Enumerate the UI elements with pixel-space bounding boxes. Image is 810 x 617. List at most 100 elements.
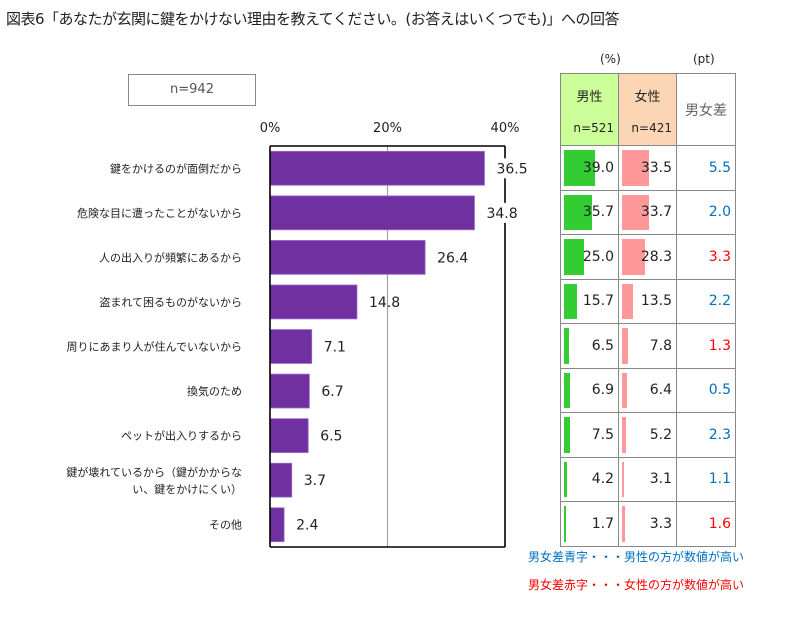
category-label: 鍵が壊れているから（鍵がかからな	[66, 465, 242, 479]
bar	[269, 507, 285, 543]
gender-comparison-table: 男性 n=521 女性 n=421 男女差 39.0 33.5 5.5 35.7 33.…	[560, 73, 736, 547]
unit-pt-label: (pt)	[693, 52, 715, 66]
diff-cell: 5.5	[676, 145, 736, 191]
male-value: 15.7	[582, 293, 614, 310]
male-value: 6.9	[591, 382, 614, 399]
female-mini-bar	[622, 150, 649, 186]
female-mini-bar	[622, 194, 649, 230]
male-header-label: 男性	[576, 90, 603, 105]
bar	[269, 373, 310, 409]
bar	[269, 329, 313, 364]
note-red: 男女差赤字・・・女性の方が数値が高い	[528, 578, 745, 592]
category-label: 人の出入りが頻繁にあるから	[99, 250, 242, 264]
x-tick-label: 40%	[491, 121, 520, 136]
diff-cell: 2.0	[676, 189, 736, 235]
male-value: 4.2	[591, 471, 614, 488]
female-value: 7.8	[649, 337, 672, 354]
female-cell: 3.1	[618, 456, 677, 502]
table-row: 4.2 3.1 1.1	[560, 456, 736, 502]
female-mini-bar	[622, 506, 625, 542]
female-cell: 13.5	[618, 278, 677, 324]
diff-header-label: 男女差	[685, 103, 727, 119]
bar-value-label: 6.7	[321, 384, 343, 400]
bar-chart: 0% 20% 40% 36.5 鍵をかけるのが面倒だから 34.8 危険な目に遭ったことがな…	[66, 121, 528, 548]
diff-value: 0.5	[708, 382, 731, 399]
diff-value: 1.6	[708, 515, 731, 532]
bar	[269, 150, 485, 186]
female-cell: 7.8	[618, 323, 677, 369]
category-label: 鍵をかけるのが面倒だから	[110, 161, 242, 175]
male-value: 7.5	[591, 426, 614, 443]
category-label: い、鍵をかけにくい）	[132, 482, 242, 496]
table-row: 15.7 13.5 2.2	[560, 278, 736, 324]
diff-cell: 1.3	[676, 323, 736, 369]
diff-cell: 2.3	[676, 412, 736, 458]
female-mini-bar	[622, 461, 625, 497]
x-tick-label: 20%	[373, 121, 402, 136]
category-label: 周りにあまり人が住んでいないから	[67, 340, 242, 354]
male-mini-bar	[564, 372, 570, 408]
female-value: 28.3	[640, 248, 672, 265]
male-mini-bar	[564, 194, 593, 230]
diff-header: 男女差	[676, 73, 736, 146]
female-value: 3.3	[649, 515, 672, 532]
category-label: 盗まれて困るものがないから	[99, 295, 242, 309]
female-mini-bar	[622, 239, 645, 275]
female-value: 33.5	[640, 159, 672, 176]
category-label: 換気のため	[187, 384, 242, 398]
table-row: 6.9 6.4 0.5	[560, 367, 736, 413]
male-mini-bar	[564, 461, 568, 497]
table-row: 39.0 33.5 5.5	[560, 145, 736, 191]
diff-cell: 1.6	[676, 501, 736, 547]
female-cell: 28.3	[618, 234, 677, 280]
male-cell: 6.5	[560, 323, 619, 369]
bar-value-label: 14.8	[369, 295, 400, 311]
bar	[269, 462, 293, 498]
diff-value: 2.0	[708, 204, 731, 221]
female-mini-bar	[622, 328, 629, 364]
category-label: その他	[209, 519, 242, 532]
bar-value-label: 34.8	[486, 206, 517, 222]
bar-value-label: 36.5	[496, 161, 527, 177]
male-mini-bar	[564, 417, 570, 453]
unit-percent-label: (%)	[600, 52, 621, 66]
bar	[269, 240, 426, 275]
female-value: 13.5	[640, 293, 672, 310]
male-mini-bar	[564, 150, 596, 186]
female-value: 5.2	[649, 426, 672, 443]
bar	[269, 195, 475, 231]
male-value: 6.5	[591, 337, 614, 354]
male-cell: 1.7	[560, 501, 619, 547]
male-value: 1.7	[591, 515, 614, 532]
figure-title: 図表6「あなたが玄関に鍵をかけない理由を教えてください。(お答えはいくつでも)」…	[6, 10, 620, 28]
male-sample-size: n=521	[573, 121, 614, 135]
diff-value: 1.1	[708, 471, 731, 488]
male-cell: 7.5	[560, 412, 619, 458]
female-value: 3.1	[649, 471, 672, 488]
female-cell: 6.4	[618, 367, 677, 413]
table-row: 35.7 33.7 2.0	[560, 189, 736, 235]
male-value: 39.0	[582, 159, 614, 176]
bar	[269, 418, 309, 453]
male-value: 25.0	[582, 248, 614, 265]
female-header-label: 女性	[634, 90, 661, 105]
sample-size-box: n=942	[128, 74, 256, 106]
table-row: 6.5 7.8 1.3	[560, 323, 736, 369]
male-mini-bar	[564, 506, 566, 542]
male-cell: 25.0	[560, 234, 619, 280]
female-cell: 5.2	[618, 412, 677, 458]
note-blue: 男女差青字・・・男性の方が数値が高い	[528, 550, 745, 564]
bar-value-label: 2.4	[296, 518, 318, 534]
male-cell: 4.2	[560, 456, 619, 502]
diff-cell: 3.3	[676, 234, 736, 280]
male-cell: 35.7	[560, 189, 619, 235]
female-cell: 33.7	[618, 189, 677, 235]
diff-value: 1.3	[708, 337, 731, 354]
male-value: 35.7	[582, 204, 614, 221]
female-mini-bar	[622, 283, 633, 319]
bar-value-label: 7.1	[324, 340, 346, 356]
male-mini-bar	[564, 239, 584, 275]
female-mini-bar	[622, 372, 628, 408]
male-cell: 15.7	[560, 278, 619, 324]
diff-cell: 0.5	[676, 367, 736, 413]
